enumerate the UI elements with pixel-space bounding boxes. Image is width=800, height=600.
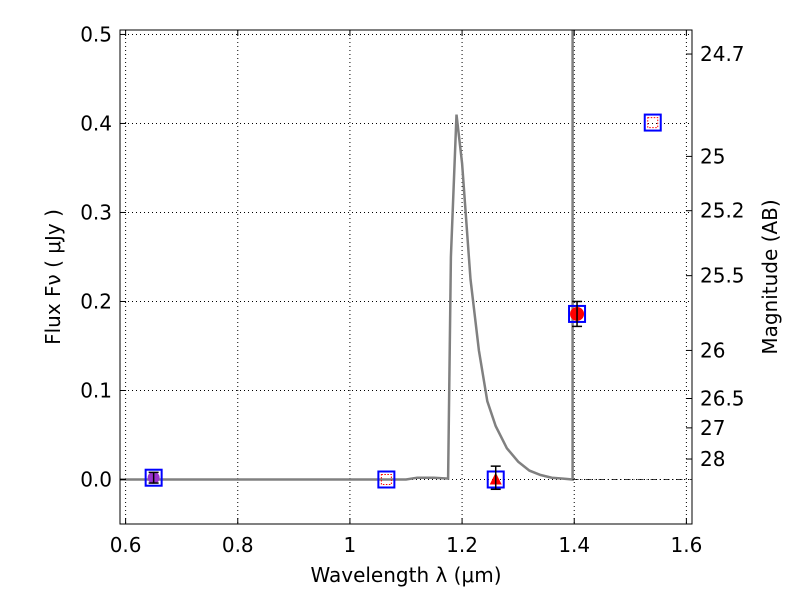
tick-labels: 0.6 0.8 1 1.2 1.4 1.6 0.0 0.1 0.2 0.3 0.4 0.5 24.7 25… — [80, 22, 744, 557]
y-axis-label: Flux Fν ( μJy ) — [41, 209, 65, 345]
model-spectrum — [120, 30, 692, 481]
plot-frame — [119, 29, 693, 525]
x-tick-label: 1.6 — [670, 533, 702, 557]
y-tick-label: 0.4 — [80, 111, 112, 135]
model-point-square — [377, 470, 396, 489]
y2-tick-label: 28 — [700, 447, 725, 471]
x-tick-label: 0.6 — [110, 533, 142, 557]
grid-lines — [120, 30, 692, 524]
model-point-square — [643, 113, 662, 132]
y-tick-label: 0.0 — [80, 467, 112, 491]
y2-tick-label: 27 — [700, 416, 725, 440]
y2-tick-label: 26 — [700, 338, 725, 362]
axis-ticks — [120, 30, 692, 524]
y2-tick-label: 24.7 — [700, 42, 745, 66]
y-tick-label: 0.5 — [80, 22, 112, 46]
y2-tick-label: 26.5 — [700, 386, 745, 410]
x-tick-label: 1.2 — [446, 533, 478, 557]
x-tick-label: 1 — [344, 533, 357, 557]
y2-axis-label: Magnitude (AB) — [758, 199, 782, 354]
y-tick-label: 0.3 — [80, 200, 112, 224]
upper-limit-marker — [647, 117, 659, 129]
model-spectrum-line — [120, 30, 574, 481]
model-point-square — [144, 468, 163, 487]
x-tick-label: 0.8 — [222, 533, 254, 557]
upper-limit-marker — [380, 473, 392, 485]
y-tick-label: 0.1 — [80, 378, 112, 402]
y2-tick-label: 25 — [700, 144, 725, 168]
y-tick-label: 0.2 — [80, 289, 112, 313]
photometry-markers — [144, 113, 662, 491]
x-axis-label: Wavelength λ (μm) — [310, 563, 501, 587]
x-tick-label: 1.4 — [558, 533, 590, 557]
y2-tick-label: 25.5 — [700, 264, 745, 288]
y2-tick-label: 25.2 — [700, 199, 745, 223]
